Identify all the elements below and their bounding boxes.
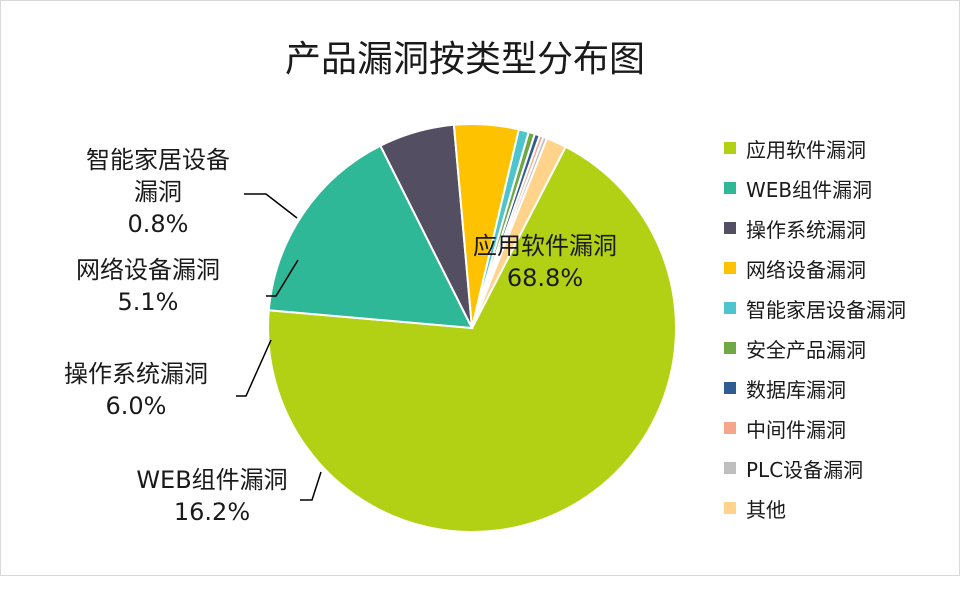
data-label-3: 操作系统漏洞 6.0%: [64, 360, 208, 420]
legend-label: WEB组件漏洞: [746, 177, 873, 202]
legend-swatch: [724, 502, 736, 514]
legend-swatch: [724, 342, 736, 354]
legend-item-2: WEB组件漏洞: [724, 168, 959, 208]
legend-item-5: 智能家居设备漏洞: [724, 288, 959, 328]
legend-label: 操作系统漏洞: [746, 217, 866, 242]
data-label-5: 智能家居设备漏洞 0.8%: [86, 146, 230, 238]
pie-slice-1: [267, 145, 678, 533]
legend-item-4: 网络设备漏洞: [724, 248, 959, 288]
legend-item-6: 安全产品漏洞: [724, 328, 959, 368]
legend-item-1: 应用软件漏洞: [724, 128, 959, 168]
legend-item-3: 操作系统漏洞: [724, 208, 959, 248]
legend-swatch: [724, 422, 736, 434]
legend-label: 数据库漏洞: [746, 377, 846, 402]
legend-label: 智能家居设备漏洞: [746, 297, 906, 322]
legend-swatch: [724, 222, 736, 234]
data-label-4: 网络设备漏洞 5.1%: [76, 256, 220, 316]
legend-item-10: 其他: [724, 488, 959, 528]
legend-label: 应用软件漏洞: [746, 137, 866, 162]
pie-slice-2: [267, 144, 474, 330]
leader-line-4: [266, 259, 299, 297]
legend-swatch: [724, 462, 736, 474]
legend-label: 安全产品漏洞: [746, 337, 866, 362]
chart-title: 产品漏洞按类型分布图: [284, 39, 645, 80]
legend-swatch: [724, 142, 736, 154]
legend-item-9: PLC设备漏洞: [724, 448, 959, 488]
legend-swatch: [724, 382, 736, 394]
data-label-1: 应用软件漏洞 68.8%: [473, 232, 617, 292]
legend-label: 网络设备漏洞: [746, 257, 866, 282]
pie-slice-10: [471, 136, 567, 329]
legend-swatch: [724, 182, 736, 194]
leader-line-3: [236, 339, 272, 397]
legend-item-7: 数据库漏洞: [724, 368, 959, 408]
legend-swatch: [724, 262, 736, 274]
leader-line-2: [300, 471, 322, 501]
legend-label: 中间件漏洞: [746, 417, 846, 442]
leader-line-5: [244, 193, 298, 219]
legend-item-8: 中间件漏洞: [724, 408, 959, 448]
legend-label: 其他: [746, 497, 786, 522]
legend-label: PLC设备漏洞: [746, 457, 864, 482]
legend-swatch: [724, 302, 736, 314]
data-label-2: WEB组件漏洞 16.2%: [136, 466, 287, 526]
legend: 应用软件漏洞 WEB组件漏洞 操作系统漏洞 网络设备漏洞智能家居设备漏洞 安全产品漏洞数…: [724, 128, 959, 528]
